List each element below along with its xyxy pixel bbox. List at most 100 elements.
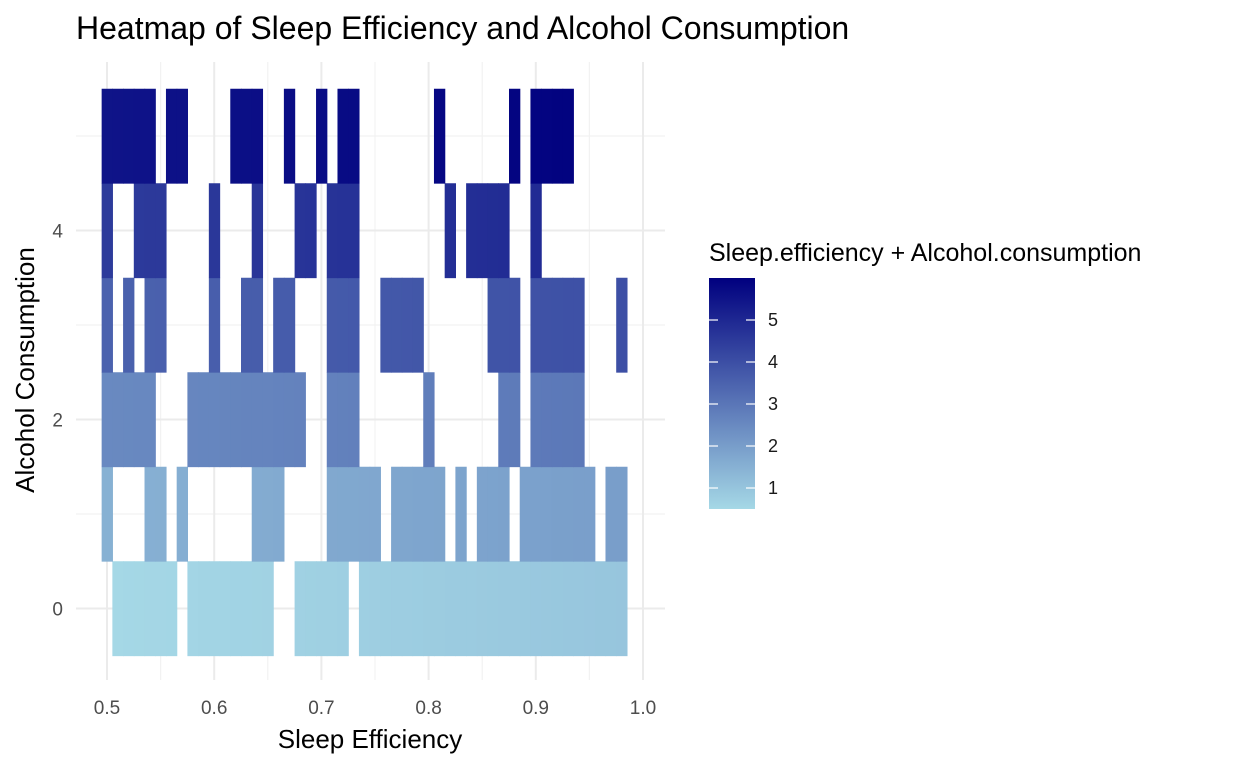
legend-label: 3 bbox=[768, 394, 778, 414]
y-axis-ticks: 0 2 4 bbox=[52, 222, 63, 621]
legend-label: 1 bbox=[768, 478, 778, 498]
heatmap-tile bbox=[509, 561, 521, 657]
heatmap-tile bbox=[101, 277, 113, 373]
heatmap-tile bbox=[455, 466, 467, 562]
heatmap-tile bbox=[487, 183, 499, 279]
heatmap-tile bbox=[123, 277, 135, 373]
heatmap-tile bbox=[262, 561, 274, 657]
heatmap-tile bbox=[283, 88, 296, 184]
heatmap-tile bbox=[305, 183, 317, 279]
heatmap-tile bbox=[273, 466, 285, 562]
heatmap-tile bbox=[348, 372, 360, 468]
heatmap-tile bbox=[337, 372, 349, 468]
chart-title: Heatmap of Sleep Efficiency and Alcohol … bbox=[76, 10, 849, 46]
heatmap-tile bbox=[423, 561, 435, 657]
heatmap-tile bbox=[133, 372, 146, 468]
heatmap-tile bbox=[401, 466, 414, 562]
heatmap-tile bbox=[326, 183, 339, 279]
heatmap-tile bbox=[498, 183, 510, 279]
heatmap-tile bbox=[326, 561, 339, 657]
heatmap-tile bbox=[423, 372, 435, 468]
heatmap-tile bbox=[101, 88, 113, 184]
heatmap-tile bbox=[605, 466, 617, 562]
heatmap-tile bbox=[348, 277, 360, 373]
heatmap-tile bbox=[369, 466, 381, 562]
heatmap-tile bbox=[573, 372, 585, 468]
heatmap-tile bbox=[530, 372, 542, 468]
heatmap-tile bbox=[616, 561, 628, 657]
heatmap-tile bbox=[573, 561, 585, 657]
heatmap-tile bbox=[616, 277, 628, 373]
heatmap-tile bbox=[551, 88, 564, 184]
heatmap-tile bbox=[541, 372, 553, 468]
heatmap-tile bbox=[326, 466, 339, 562]
heatmap-tile bbox=[358, 561, 371, 657]
heatmap-tile bbox=[476, 466, 489, 562]
heatmap-tile bbox=[509, 88, 521, 184]
heatmap-tile bbox=[509, 372, 521, 468]
heatmap-tile bbox=[273, 277, 285, 373]
heatmap-tile bbox=[337, 88, 349, 184]
heatmap-tile bbox=[219, 372, 231, 468]
heatmap-tile bbox=[562, 561, 574, 657]
heatmap-tile bbox=[391, 277, 403, 373]
x-tick-label: 0.5 bbox=[94, 698, 120, 719]
heatmap-tile bbox=[144, 277, 156, 373]
heatmap-tile bbox=[294, 372, 306, 468]
heatmap-tile bbox=[369, 561, 381, 657]
heatmap-tile bbox=[412, 561, 424, 657]
heatmap-tile bbox=[251, 183, 264, 279]
heatmap-tile bbox=[358, 466, 371, 562]
heatmap-tile bbox=[380, 561, 392, 657]
heatmap-tile bbox=[251, 88, 264, 184]
heatmap-tile bbox=[208, 372, 221, 468]
heatmap-tile bbox=[509, 277, 521, 373]
heatmap-tile bbox=[133, 88, 146, 184]
heatmap-tile bbox=[241, 88, 253, 184]
heatmap-tile bbox=[283, 372, 296, 468]
heatmap-tile bbox=[487, 277, 499, 373]
heatmap-tile bbox=[176, 88, 188, 184]
heatmap-tile bbox=[466, 183, 478, 279]
heatmap-tile bbox=[294, 561, 306, 657]
heatmap-tile bbox=[487, 466, 499, 562]
heatmap-tile bbox=[562, 277, 574, 373]
heatmap-tile bbox=[391, 561, 403, 657]
heatmap-tile bbox=[198, 561, 210, 657]
heatmap-tile bbox=[326, 277, 339, 373]
heatmap-tile bbox=[251, 372, 264, 468]
heatmap-tile bbox=[165, 88, 178, 184]
y-tick-label: 4 bbox=[52, 222, 63, 243]
heatmap-tile bbox=[144, 88, 156, 184]
heatmap-tile bbox=[530, 277, 542, 373]
heatmap-tile bbox=[519, 466, 532, 562]
heatmap-tile bbox=[605, 561, 617, 657]
heatmap-tile bbox=[476, 183, 489, 279]
heatmap-tile bbox=[101, 466, 113, 562]
heatmap-tile bbox=[337, 277, 349, 373]
heatmap-tile bbox=[551, 466, 564, 562]
heatmap-tile bbox=[541, 561, 553, 657]
legend-colorbar bbox=[709, 278, 755, 509]
x-axis-ticks: 0.5 0.6 0.7 0.8 0.9 1.0 bbox=[94, 698, 656, 719]
heatmap-tile bbox=[562, 88, 574, 184]
heatmap-tile bbox=[208, 183, 221, 279]
heatmap-tile bbox=[433, 88, 446, 184]
heatmap-tile bbox=[262, 466, 274, 562]
heatmap-tile bbox=[241, 561, 253, 657]
heatmap-tile bbox=[198, 372, 210, 468]
heatmap-tile bbox=[155, 466, 167, 562]
heatmap-tile bbox=[337, 183, 349, 279]
heatmap-tile bbox=[444, 561, 456, 657]
heatmap-tile bbox=[551, 372, 564, 468]
heatmap-tile bbox=[348, 88, 360, 184]
heatmap-tile bbox=[208, 277, 221, 373]
heatmap-tile bbox=[466, 561, 478, 657]
heatmap-tile bbox=[230, 372, 242, 468]
legend-label: 4 bbox=[768, 352, 778, 372]
heatmap-tile bbox=[337, 561, 349, 657]
heatmap-tile bbox=[305, 561, 317, 657]
x-tick-label: 0.7 bbox=[308, 698, 334, 719]
heatmap-tile bbox=[112, 372, 124, 468]
